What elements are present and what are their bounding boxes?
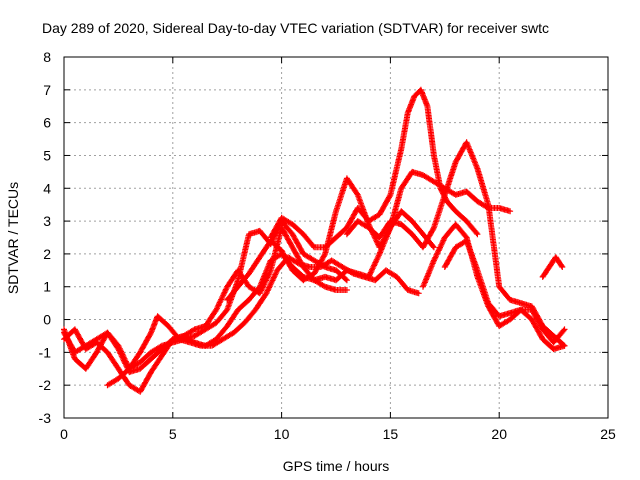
x-tick-label: 15 [383, 426, 399, 442]
y-tick-label: 8 [43, 49, 51, 65]
series-markers [539, 254, 566, 280]
y-tick-label: 1 [43, 279, 51, 295]
x-tick-label: 10 [274, 426, 290, 442]
y-tick-label: 2 [43, 246, 51, 262]
y-tick-label: 6 [43, 115, 51, 131]
y-axis-label: SDTVAR / TECUs [5, 182, 21, 294]
x-tick-label: 25 [600, 426, 616, 442]
y-tick-label: -2 [39, 377, 52, 393]
series-markers [267, 86, 481, 251]
y-tick-label: 5 [43, 147, 51, 163]
x-tick-label: 0 [60, 426, 68, 442]
series-sat-f [267, 86, 481, 251]
y-tick-label: -1 [39, 344, 52, 360]
x-tick-label: 5 [169, 426, 177, 442]
chart-title: Day 289 of 2020, Sidereal Day-to-day VTE… [42, 20, 549, 36]
series-markers [441, 237, 568, 353]
x-tick-label: 20 [491, 426, 507, 442]
axis-ticks: 0 5 10 15 20 25 -3 -2 -1 0 1 2 3 4 5 6 7 8 [39, 49, 616, 442]
series-sat-i [441, 237, 568, 353]
data-series [61, 86, 568, 395]
y-tick-label: 7 [43, 82, 51, 98]
series-markers [104, 254, 422, 389]
series-sat-c [104, 254, 422, 389]
y-tick-label: 0 [43, 312, 51, 328]
y-tick-label: -3 [39, 410, 52, 426]
y-tick-label: 4 [43, 180, 51, 196]
plot-frame [63, 56, 609, 419]
series-markers [343, 139, 568, 349]
x-axis-label: GPS time / hours [283, 458, 390, 474]
series-sat-g [343, 139, 568, 349]
y-tick-label: 3 [43, 213, 51, 229]
series-sat-j [539, 254, 566, 280]
